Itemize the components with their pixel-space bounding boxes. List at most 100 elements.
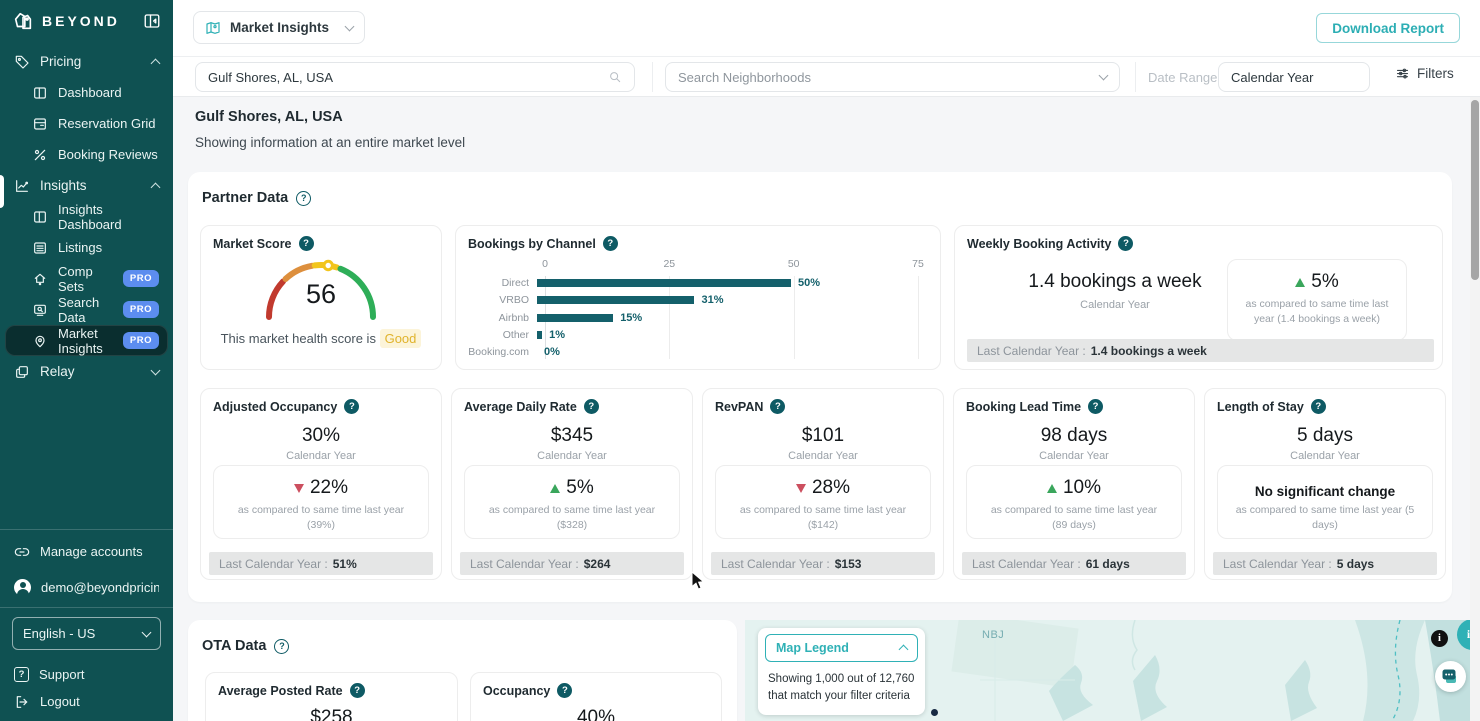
help-icon[interactable] <box>1088 399 1103 414</box>
map-legend-toggle[interactable]: Map Legend <box>765 634 918 662</box>
sidebar-item-listings[interactable]: Listings <box>5 232 168 263</box>
change-value: 22% <box>310 477 348 499</box>
sidebar-nav: Pricing Dashboard Reservation Grid Booki… <box>0 40 173 387</box>
filters-button[interactable]: Filters <box>1395 66 1454 81</box>
chart-row: Booking.com 0% <box>466 345 918 359</box>
ota-data-title-text: OTA Data <box>202 638 266 654</box>
scrollbar-thumb[interactable] <box>1471 100 1479 280</box>
market-score-caption: This market health score is Good <box>201 331 441 346</box>
map[interactable]: NBJ Map Legend Showing 1,000 out of 12,7… <box>745 620 1480 721</box>
brand-name: BEYOND <box>42 13 120 29</box>
help-icon[interactable] <box>584 399 599 414</box>
footer-label: Last Calendar Year : <box>219 557 328 571</box>
sidebar-section-pricing[interactable]: Pricing <box>0 46 173 77</box>
market-search-input[interactable] <box>208 70 600 85</box>
metric-period: Calendar Year <box>452 450 692 462</box>
support-label: Support <box>39 667 85 682</box>
chevron-down-icon <box>345 21 355 31</box>
section-label: Relay <box>40 364 75 379</box>
average-daily-rate-card: Average Daily Rate $345 Calendar Year 5%… <box>451 388 693 580</box>
chart-row: Other 1% <box>466 328 918 342</box>
sidebar-section-insights[interactable]: Insights <box>0 170 173 201</box>
chat-button[interactable] <box>1435 661 1466 692</box>
sidebar-item-dashboard[interactable]: Dashboard <box>5 77 168 108</box>
item-label: Market Insights <box>58 326 113 356</box>
ota-data-title: OTA Data <box>202 638 289 654</box>
reservation-grid-icon <box>32 116 48 132</box>
market-score-value: 56 <box>201 279 441 310</box>
help-icon[interactable] <box>557 683 572 698</box>
card-title-text: Occupancy <box>483 684 550 698</box>
link-icon <box>14 544 30 560</box>
metric-footer: Last Calendar Year : 61 days <box>962 552 1186 575</box>
bar-vrbo[interactable] <box>537 296 694 304</box>
chevron-down-icon <box>151 365 161 375</box>
map-insights-icon <box>205 20 221 36</box>
help-icon[interactable] <box>299 236 314 251</box>
filter-bar: Search Neighborhoods Date Range Calendar… <box>173 57 1480 97</box>
sidebar-item-market-insights[interactable]: Market Insights PRO <box>5 325 168 356</box>
download-report-button[interactable]: Download Report <box>1316 13 1460 43</box>
bookings-by-channel-title: Bookings by Channel <box>468 236 618 251</box>
market-search-field[interactable] <box>195 62 635 92</box>
item-label: Search Data <box>58 295 113 325</box>
divider <box>1135 62 1136 92</box>
bookings-by-channel-chart: 0 25 50 75 Direct 50% VRBO 31% <box>466 258 918 361</box>
account-menu[interactable]: demo@beyondpricing... <box>0 572 173 603</box>
manage-accounts-label: Manage accounts <box>40 544 143 559</box>
bar-direct[interactable] <box>537 279 791 287</box>
logout-label: Logout <box>40 694 80 709</box>
trend-up-icon <box>550 484 560 493</box>
metric-value: $345 <box>452 425 692 447</box>
top-bar: Market Insights Download Report <box>173 0 1480 57</box>
bar-value-label: 0% <box>544 346 560 358</box>
weekly-booking-change-box: 5% as compared to same time last year (1… <box>1227 259 1407 341</box>
sidebar-header: BEYOND <box>0 0 173 40</box>
bar-airbnb[interactable] <box>537 314 613 322</box>
change-value: No significant change <box>1255 484 1395 499</box>
help-icon[interactable] <box>603 236 618 251</box>
map-marker-dot[interactable] <box>931 709 938 716</box>
change-value: 10% <box>1063 477 1101 499</box>
help-icon[interactable] <box>1311 399 1326 414</box>
neighborhood-search-dropdown[interactable]: Search Neighborhoods <box>665 62 1120 92</box>
active-section-indicator <box>0 175 4 208</box>
filters-label: Filters <box>1417 66 1454 81</box>
date-range-select[interactable]: Calendar Year <box>1218 62 1370 92</box>
help-icon[interactable] <box>770 399 785 414</box>
map-legend-text: Showing 1,000 out of 12,760 that match y… <box>765 662 918 708</box>
bar-value-label: 50% <box>798 277 820 289</box>
card-title-text: Average Posted Rate <box>218 684 343 698</box>
card-title-text: Average Daily Rate <box>464 400 577 414</box>
market-title: Gulf Shores, AL, USA <box>195 109 465 125</box>
caption-text: This market health score is <box>221 331 376 346</box>
footer-value: 61 days <box>1086 557 1130 571</box>
bar-other[interactable] <box>537 331 542 339</box>
language-select[interactable]: English - US <box>12 617 161 650</box>
sidebar-item-insights-dashboard[interactable]: Insights Dashboard <box>5 201 168 232</box>
sidebar-item-comp-sets[interactable]: Comp Sets PRO <box>5 263 168 294</box>
manage-accounts-link[interactable]: Manage accounts <box>0 536 173 567</box>
chevron-up-icon <box>899 645 909 655</box>
help-icon[interactable] <box>344 399 359 414</box>
map-info-button[interactable] <box>1431 630 1448 647</box>
sidebar-item-reservation-grid[interactable]: Reservation Grid <box>5 108 168 139</box>
change-note: as compared to same time last year (89 d… <box>967 503 1181 532</box>
ota-card-value: 40% <box>471 707 721 721</box>
logout-link[interactable]: Logout <box>0 690 173 721</box>
support-link[interactable]: Support <box>0 659 173 690</box>
sidebar-item-search-data[interactable]: Search Data PRO <box>5 294 168 325</box>
scrollbar[interactable] <box>1470 97 1480 721</box>
help-icon[interactable] <box>296 191 311 206</box>
section-label: Insights <box>40 178 87 193</box>
page-selector-value: Market Insights <box>230 20 329 35</box>
help-icon[interactable] <box>1118 236 1133 251</box>
sidebar-item-booking-reviews[interactable]: Booking Reviews <box>5 139 168 170</box>
collapse-sidebar-icon[interactable] <box>143 12 161 30</box>
sidebar-section-relay[interactable]: Relay <box>0 356 173 387</box>
market-score-card: Market Score 56 This market health score… <box>200 225 442 370</box>
item-label: Reservation Grid <box>58 116 156 131</box>
help-icon[interactable] <box>350 683 365 698</box>
help-icon[interactable] <box>274 639 289 654</box>
page-selector-dropdown[interactable]: Market Insights <box>193 11 365 44</box>
